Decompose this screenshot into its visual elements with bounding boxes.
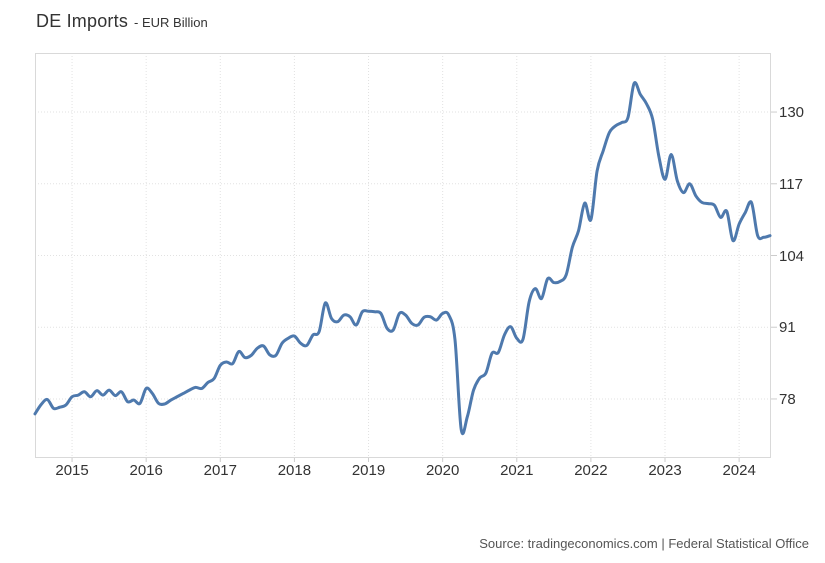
x-axis-tick-label: 2019 bbox=[351, 462, 386, 479]
x-axis-tick-label: 2022 bbox=[574, 462, 608, 479]
y-axis-tick-label: 104 bbox=[779, 247, 805, 265]
x-axis-tick-label: 2024 bbox=[722, 462, 756, 479]
plot-area bbox=[33, 53, 777, 462]
x-axis-tick-label: 2017 bbox=[203, 462, 237, 479]
x-axis-tick-label: 2018 bbox=[277, 462, 312, 479]
line-chart-svg bbox=[33, 53, 777, 462]
y-axis-tick-label: 130 bbox=[779, 104, 805, 122]
x-axis-tick-label: 2015 bbox=[55, 462, 89, 479]
source-attribution: Source: tradingeconomics.com | Federal S… bbox=[479, 536, 809, 551]
x-axis-tick-label: 2023 bbox=[648, 462, 682, 479]
chart-header: DE Imports - EUR Billion bbox=[36, 11, 208, 32]
chart-subtitle: - EUR Billion bbox=[134, 15, 208, 30]
x-axis-tick-label: 2020 bbox=[425, 462, 460, 479]
chart-title: DE Imports bbox=[36, 11, 129, 31]
y-axis-tick-label: 117 bbox=[779, 175, 803, 193]
x-axis-tick-label: 2016 bbox=[129, 462, 163, 479]
y-axis-tick-label: 91 bbox=[779, 319, 796, 337]
y-axis-tick-label: 78 bbox=[779, 390, 796, 408]
x-axis-tick-label: 2021 bbox=[500, 462, 534, 479]
